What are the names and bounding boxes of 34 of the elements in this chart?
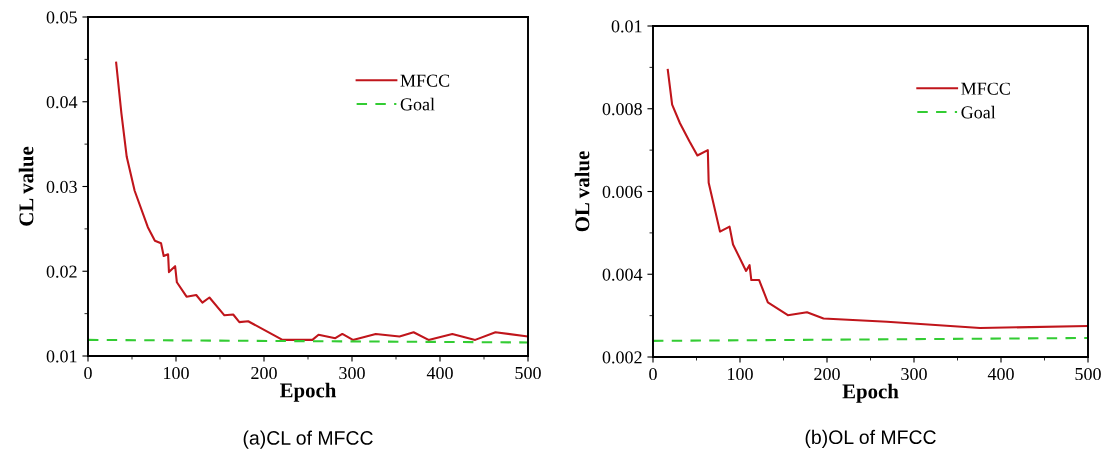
x-tick-label: 200 xyxy=(251,366,277,380)
y-tick-label: 0.04 xyxy=(46,96,78,109)
x-tick-label: 0 xyxy=(649,367,657,381)
line-series xyxy=(115,61,528,341)
line-series xyxy=(666,68,1088,330)
x-tick-label: 300 xyxy=(901,367,927,381)
x-tick-label: 200 xyxy=(814,367,840,381)
x-tick-label: 100 xyxy=(164,366,189,380)
x-tick-label: 400 xyxy=(426,366,453,380)
y-tick-label: 0.02 xyxy=(46,265,77,278)
y-tick-label: 0.03 xyxy=(46,180,77,194)
legend-label: Goal xyxy=(400,97,435,111)
legend-label: MFCC xyxy=(961,82,1010,95)
x-axis-title: Epoch xyxy=(842,383,899,403)
y-axis-title: OL value xyxy=(574,151,590,232)
y-axis-title: CL value xyxy=(18,146,34,226)
text: (b)OL of MFCC xyxy=(805,429,936,448)
y-tick-label: 0.01 xyxy=(46,350,77,363)
y-tick-label: 0.05 xyxy=(46,11,77,24)
y-tick-label: 0.006 xyxy=(602,185,643,199)
y-tick-label: 0.002 xyxy=(602,351,642,364)
x-axis-title: Epoch xyxy=(279,382,337,402)
y-tick-label: 0.01 xyxy=(611,20,642,33)
y-tick-label: 0.008 xyxy=(602,103,642,116)
x-tick-label: 0 xyxy=(84,366,92,380)
x-tick-label: 100 xyxy=(728,367,753,381)
y-tick-label: 0.004 xyxy=(602,268,643,281)
legend-label: MFCC xyxy=(400,74,450,87)
x-tick-label: 300 xyxy=(339,366,365,380)
text: (a)CL of MFCC xyxy=(243,430,373,449)
x-tick-label: 500 xyxy=(1075,367,1101,381)
x-tick-label: 400 xyxy=(987,367,1014,381)
x-tick-label: 500 xyxy=(515,366,541,380)
legend-label: Goal xyxy=(961,105,996,119)
